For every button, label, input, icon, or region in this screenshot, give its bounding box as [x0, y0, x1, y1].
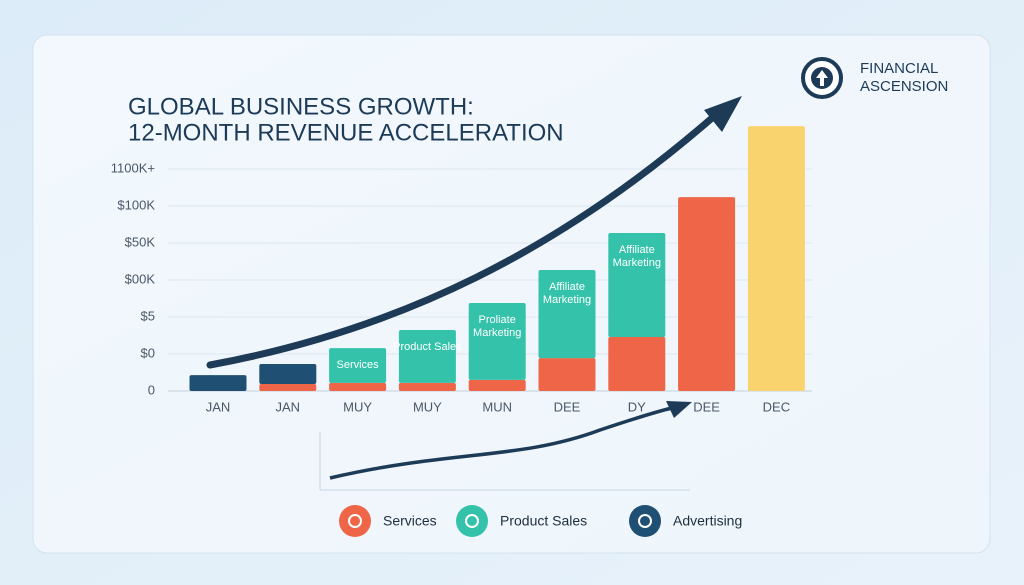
legend-swatch: [339, 505, 371, 537]
brand-line: FINANCIAL: [860, 60, 938, 77]
bar-label: Services: [337, 359, 380, 371]
x-tick-label: DY: [628, 399, 646, 414]
bar-segment: [538, 358, 596, 391]
x-tick-label: JAN: [276, 399, 301, 414]
x-tick-label: MUY: [413, 399, 442, 414]
bar-segment: [189, 375, 247, 391]
growth-arrow: [206, 114, 716, 369]
x-tick-label: MUY: [343, 399, 372, 414]
chart-title: GLOBAL BUSINESS GROWTH:: [128, 93, 474, 120]
bar-segment: [329, 348, 387, 383]
bar-label: Product Sales: [393, 341, 462, 353]
legend-label: Product Sales: [500, 513, 587, 529]
bar-segment: [608, 233, 666, 337]
small-arrow: [329, 406, 673, 480]
y-tick-label: $0: [141, 345, 155, 360]
x-tick-label: MUN: [482, 399, 512, 414]
chart-subtitle: 12-MONTH REVENUE ACCELERATION: [128, 119, 564, 146]
y-tick-label: 1100K+: [111, 160, 155, 175]
bar-segment: [468, 302, 526, 380]
logo-arrow: [816, 70, 828, 86]
x-tick-label: DEE: [554, 399, 581, 414]
legend-icon: [348, 514, 362, 528]
bar-label: Marketing: [543, 294, 591, 306]
x-tick-label: JAN: [206, 399, 231, 414]
bar-label: Proliate: [479, 314, 516, 326]
bar-segment: [259, 383, 317, 391]
plot: 0 $0 $5 $00K $50K $100K 1100K+ JAN JAN MUY Service…: [111, 126, 812, 414]
y-tick-label: $100K: [117, 197, 155, 212]
bar-segment: [398, 329, 456, 383]
x-tick-label: DEC: [763, 399, 790, 414]
y-tick-label: $50K: [125, 234, 156, 249]
legend-icon: [465, 514, 479, 528]
bar-segment: [398, 382, 456, 391]
small-arrow-head: [666, 401, 692, 418]
legend-swatch: [456, 505, 488, 537]
brand-line: ASCENSION: [860, 78, 948, 95]
y-tick-label: $5: [141, 308, 155, 323]
growth-arrow-head: [704, 96, 742, 132]
bar-label: Marketing: [613, 257, 661, 269]
bar-segment: [259, 363, 317, 384]
bar-label: Marketing: [473, 327, 521, 339]
bar-label: Affiliate: [549, 281, 585, 293]
bar-segment: [329, 382, 387, 391]
x-tick-label: DEE: [693, 399, 720, 414]
bar-segment: [678, 197, 736, 391]
legend-icon: [638, 514, 652, 528]
bar-segment: [468, 379, 526, 391]
legend-label: Advertising: [673, 513, 742, 529]
legend-swatch: [629, 505, 661, 537]
y-tick-label: 0: [148, 382, 155, 397]
bar-label: Affiliate: [619, 244, 655, 256]
legend-label: Services: [383, 513, 437, 529]
bar-segment: [538, 270, 596, 359]
logo: [801, 57, 843, 99]
bar-segment: [608, 336, 666, 391]
bar-segment: [747, 126, 805, 391]
legend: Services Product Sales Advertising: [339, 505, 742, 537]
y-tick-label: $00K: [125, 271, 156, 286]
